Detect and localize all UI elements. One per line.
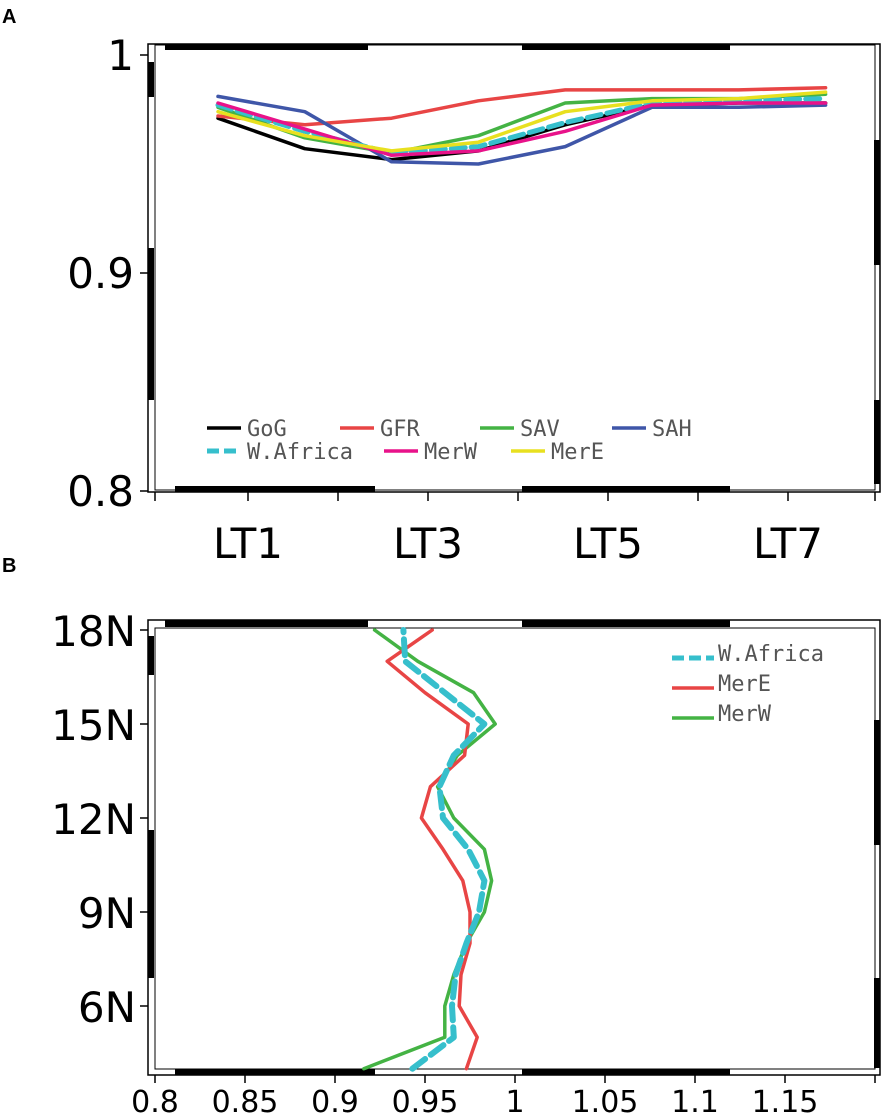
y-tick-label: 1 <box>107 31 134 80</box>
panel-label-a: A <box>2 6 16 28</box>
y-tick-label: 6N <box>78 983 136 1032</box>
legend-label: MerE <box>551 440 604 465</box>
frame-ruler-block <box>175 1069 375 1075</box>
chart-panel-a: 1 0.9 0.8 LT1 LT3 LT5 LT7 GoG GFR SAV SAH W.Afric… <box>67 31 881 568</box>
series-line-merw <box>362 628 497 1071</box>
y-tick-label: 18N <box>51 607 136 656</box>
frame-ruler-block <box>148 830 154 978</box>
x-tick-label: 1.15 <box>752 1085 819 1117</box>
legend-label: SAV <box>520 417 560 442</box>
x-tick-label: 1.1 <box>671 1085 719 1117</box>
series-line-gfr <box>216 85 828 127</box>
x-tick-label: 1 <box>505 1085 524 1117</box>
frame-ruler-block <box>522 486 730 492</box>
series-line-w-africa <box>400 627 488 1072</box>
series-line-mere <box>216 90 828 153</box>
legend-label: W.Africa <box>247 440 353 465</box>
frame-ruler-block <box>874 720 880 845</box>
y-tick-label: 15N <box>51 701 136 750</box>
frame-ruler-block <box>874 978 880 1068</box>
chart-panel-b: 18N 15N 12N 9N 6N 0.8 0.85 0.9 0.95 1 1.05 1.1 1.15… <box>51 607 881 1117</box>
plot-area-border <box>154 44 876 491</box>
frame-ruler-block <box>165 44 368 50</box>
x-tick-label: 0.85 <box>212 1085 279 1117</box>
legend-label: MerW <box>424 440 478 465</box>
x-tick-label: LT7 <box>753 519 823 568</box>
plot-area-border <box>154 627 876 1070</box>
y-tick-label: 12N <box>51 795 136 844</box>
frame-ruler-block <box>874 400 880 484</box>
series-line-mere <box>385 628 479 1071</box>
plot-frame <box>147 619 881 1076</box>
x-tick-label: LT3 <box>393 519 463 568</box>
series-line-merw <box>216 101 828 158</box>
frame-ruler-block <box>175 486 375 492</box>
frame-ruler-block <box>874 140 880 265</box>
x-tick-label: 1.05 <box>572 1085 639 1117</box>
x-tick-label: 0.95 <box>392 1085 459 1117</box>
x-tick-label: LT1 <box>213 519 283 568</box>
legend-label: GoG <box>247 417 287 442</box>
frame-ruler-block <box>148 62 154 97</box>
frame-ruler-block <box>522 620 730 627</box>
frame-ruler-block <box>522 1069 730 1075</box>
legend-label: GFR <box>380 417 420 442</box>
frame-ruler-block <box>148 636 154 675</box>
y-tick-label: 9N <box>78 889 136 938</box>
x-tick-label: LT5 <box>573 519 643 568</box>
x-tick-label: 0.8 <box>131 1085 179 1117</box>
frame-ruler-block <box>165 620 368 627</box>
legend-label: MerE <box>718 672 771 697</box>
series-line-sah <box>216 94 828 166</box>
y-tick-label: 0.9 <box>67 249 134 298</box>
x-tick-label: 0.9 <box>311 1085 359 1117</box>
panel-label-b: B <box>2 555 16 577</box>
legend-label: MerW <box>718 702 772 727</box>
legend-label: SAH <box>652 417 692 442</box>
y-tick-label: 0.8 <box>67 467 134 516</box>
frame-ruler-block <box>522 44 730 50</box>
frame-ruler-block <box>148 248 154 400</box>
legend-label: W.Africa <box>718 642 824 667</box>
